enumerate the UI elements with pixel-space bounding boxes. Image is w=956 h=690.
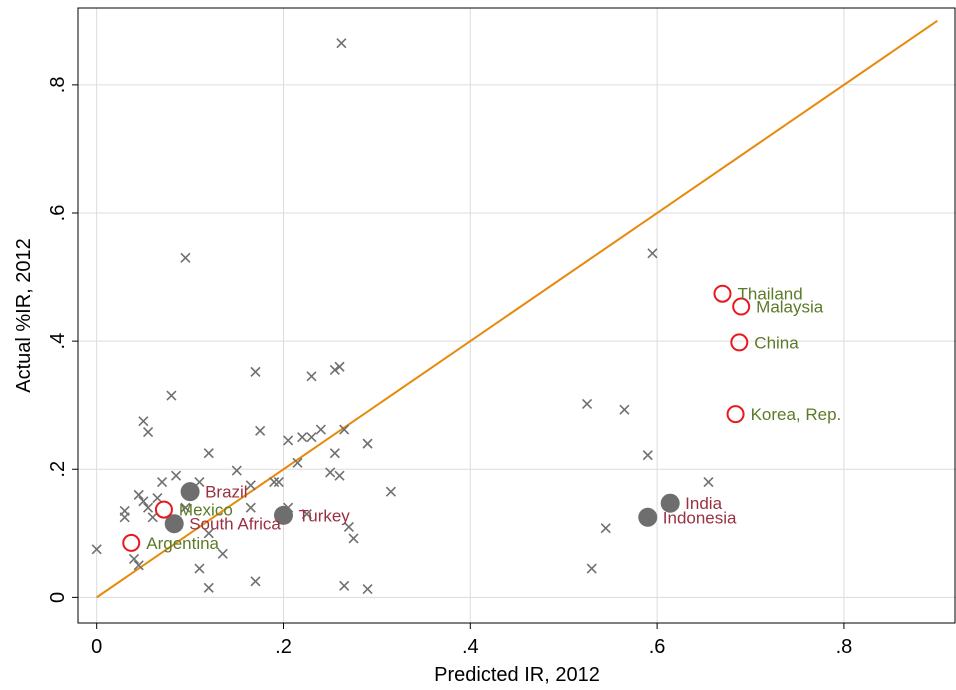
x-marker: [203, 582, 214, 593]
x-marker: [133, 489, 144, 500]
point-label: China: [754, 333, 799, 352]
x-tick-label: .4: [462, 636, 479, 658]
point-label: South Africa: [189, 515, 281, 534]
x-marker: [362, 438, 373, 449]
x-marker: [138, 416, 149, 427]
hollow-circle-marker: [730, 333, 749, 352]
x-tick-label: .6: [649, 636, 666, 658]
x-marker: [619, 404, 630, 415]
filled-circle-marker: [638, 507, 658, 527]
x-marker: [581, 398, 593, 409]
x-marker: [255, 425, 266, 436]
point-label: Mexico: [179, 501, 233, 520]
x-marker: [339, 580, 350, 591]
x-marker: [283, 435, 294, 446]
x-marker: [600, 523, 611, 534]
point-label: Thailand: [737, 285, 802, 304]
point-label: Malaysia: [756, 298, 824, 317]
x-marker: [231, 465, 242, 476]
x-marker: [315, 424, 326, 435]
x-marker: [269, 476, 280, 488]
filled-circle-marker: [660, 493, 680, 513]
x-marker: [703, 476, 714, 488]
x-marker: [250, 366, 261, 377]
hollow-circle-marker: [732, 297, 751, 316]
gridlines: [78, 8, 956, 623]
x-marker: [138, 496, 149, 507]
x-marker: [297, 432, 308, 443]
data-points: [91, 38, 751, 595]
x-tick-label: 0: [91, 636, 102, 658]
point-label: Brazil: [205, 483, 248, 502]
plot-frame: [77, 7, 956, 624]
x-marker: [336, 38, 347, 49]
y-tick-label: .8: [47, 77, 69, 94]
x-marker: [128, 553, 140, 565]
x-marker: [133, 560, 144, 571]
y-tick-label: .4: [47, 333, 69, 350]
x-marker: [180, 252, 191, 263]
x-marker: [329, 448, 340, 459]
x-marker: [292, 457, 303, 468]
x-marker: [171, 470, 182, 481]
x-marker: [586, 563, 597, 574]
x-marker: [250, 576, 261, 587]
y-tick-label: 0: [47, 592, 69, 603]
x-marker: [329, 364, 340, 376]
x-marker: [119, 512, 130, 523]
x-marker: [343, 521, 354, 532]
hollow-circle-marker: [713, 284, 732, 303]
x-tick-label: .2: [275, 636, 292, 658]
y-tick-label: .2: [47, 461, 69, 478]
x-marker: [245, 480, 256, 491]
x-marker: [362, 583, 373, 595]
x-marker: [245, 502, 256, 513]
x-marker: [142, 502, 154, 513]
x-marker: [156, 476, 168, 488]
x-marker: [385, 486, 396, 497]
x-marker: [203, 528, 214, 539]
x-axis-title: Predicted IR, 2012: [434, 664, 600, 686]
hollow-circle-marker: [122, 533, 141, 552]
x-marker: [334, 361, 345, 372]
x-marker: [647, 248, 658, 259]
x-marker: [325, 467, 336, 478]
x-tick-label: .8: [836, 636, 853, 658]
y-axis-ticks: 0 .2 .4 .6 .8: [47, 77, 78, 603]
reference-line: [96, 19, 938, 599]
x-marker: [147, 512, 158, 523]
point-label: Indonesia: [663, 508, 737, 527]
x-marker: [194, 563, 205, 574]
x-marker: [152, 493, 163, 504]
y-tick-label: .6: [47, 205, 69, 222]
x-marker: [306, 432, 317, 443]
hollow-circle-marker: [726, 405, 745, 424]
x-marker: [301, 509, 312, 520]
x-marker: [91, 544, 102, 555]
x-marker: [348, 533, 359, 544]
x-marker: [166, 390, 177, 401]
filled-circle-marker: [180, 482, 200, 502]
x-marker: [642, 450, 653, 461]
x-marker: [217, 548, 228, 559]
filled-circle-marker: [164, 514, 184, 534]
hollow-circle-marker: [154, 500, 173, 519]
y-axis-title: Actual %IR, 2012: [13, 238, 35, 393]
x-marker: [339, 424, 350, 435]
x-marker: [273, 476, 284, 488]
point-label: Turkey: [298, 506, 350, 525]
x-marker: [306, 371, 317, 382]
x-marker: [334, 470, 345, 481]
x-axis-ticks: 0 .2 .4 .6 .8: [91, 623, 852, 658]
point-label: Argentina: [146, 534, 219, 553]
point-label: India: [685, 494, 722, 513]
filled-circle-marker: [273, 505, 293, 525]
x-marker: [180, 502, 191, 513]
point-label: Korea, Rep.: [751, 405, 842, 424]
x-marker: [142, 427, 154, 438]
x-marker: [203, 448, 214, 459]
